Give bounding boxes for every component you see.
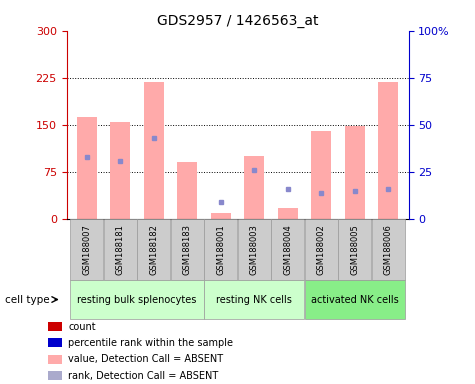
Bar — [378, 82, 399, 219]
FancyBboxPatch shape — [204, 219, 237, 280]
Bar — [211, 213, 231, 219]
FancyBboxPatch shape — [271, 219, 304, 280]
FancyBboxPatch shape — [238, 219, 271, 280]
FancyBboxPatch shape — [70, 280, 204, 319]
FancyBboxPatch shape — [204, 280, 304, 319]
Bar — [48, 338, 62, 348]
Bar — [48, 322, 62, 331]
Text: rank, Detection Call = ABSENT: rank, Detection Call = ABSENT — [68, 371, 218, 381]
Bar — [76, 117, 97, 219]
Text: GSM188006: GSM188006 — [384, 224, 393, 275]
Text: value, Detection Call = ABSENT: value, Detection Call = ABSENT — [68, 354, 224, 364]
Bar — [345, 126, 365, 219]
FancyBboxPatch shape — [70, 219, 103, 280]
Bar — [278, 208, 298, 219]
Text: GSM188007: GSM188007 — [82, 224, 91, 275]
Text: GSM188004: GSM188004 — [283, 224, 292, 275]
Text: resting NK cells: resting NK cells — [216, 295, 292, 305]
Bar — [48, 371, 62, 380]
Bar — [143, 82, 164, 219]
Text: cell type: cell type — [5, 295, 49, 305]
Text: count: count — [68, 321, 96, 331]
Text: GSM188181: GSM188181 — [115, 224, 124, 275]
FancyBboxPatch shape — [338, 219, 371, 280]
FancyBboxPatch shape — [305, 280, 405, 319]
FancyBboxPatch shape — [305, 219, 338, 280]
FancyBboxPatch shape — [137, 219, 170, 280]
Bar — [177, 162, 197, 219]
FancyBboxPatch shape — [372, 219, 405, 280]
Bar — [110, 122, 130, 219]
FancyBboxPatch shape — [171, 219, 204, 280]
Text: GSM188003: GSM188003 — [250, 224, 259, 275]
Bar — [48, 355, 62, 364]
Bar — [244, 156, 264, 219]
Text: GSM188182: GSM188182 — [149, 224, 158, 275]
Text: GSM188183: GSM188183 — [183, 224, 192, 275]
Bar — [311, 131, 332, 219]
Text: percentile rank within the sample: percentile rank within the sample — [68, 338, 233, 348]
Text: activated NK cells: activated NK cells — [311, 295, 399, 305]
Text: GSM188005: GSM188005 — [351, 224, 360, 275]
Text: resting bulk splenocytes: resting bulk splenocytes — [77, 295, 197, 305]
Title: GDS2957 / 1426563_at: GDS2957 / 1426563_at — [157, 14, 318, 28]
FancyBboxPatch shape — [104, 219, 137, 280]
Text: GSM188001: GSM188001 — [216, 224, 225, 275]
Text: GSM188002: GSM188002 — [317, 224, 326, 275]
